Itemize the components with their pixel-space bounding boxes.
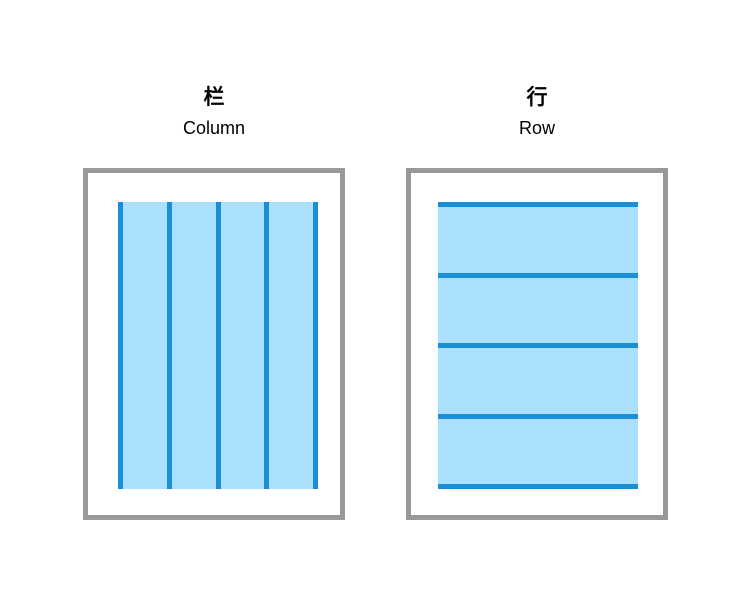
row-subtitle: Row xyxy=(518,118,555,138)
column-title: 栏 xyxy=(203,85,225,109)
column-subtitle: Column xyxy=(182,118,246,138)
row-divider-line xyxy=(438,343,638,348)
row-page-frame xyxy=(406,168,668,520)
row-fill-area xyxy=(438,202,638,489)
column-divider-line xyxy=(216,202,221,489)
column-page-frame xyxy=(83,168,345,520)
column-divider-line xyxy=(313,202,318,489)
column-divider-line xyxy=(118,202,123,489)
row-divider-line xyxy=(438,414,638,419)
row-title: 行 xyxy=(526,85,548,109)
row-divider-line xyxy=(438,484,638,489)
row-divider-line xyxy=(438,202,638,207)
column-fill-area xyxy=(118,202,318,489)
column-divider-line xyxy=(264,202,269,489)
row-divider-line xyxy=(438,273,638,278)
column-divider-line xyxy=(167,202,172,489)
